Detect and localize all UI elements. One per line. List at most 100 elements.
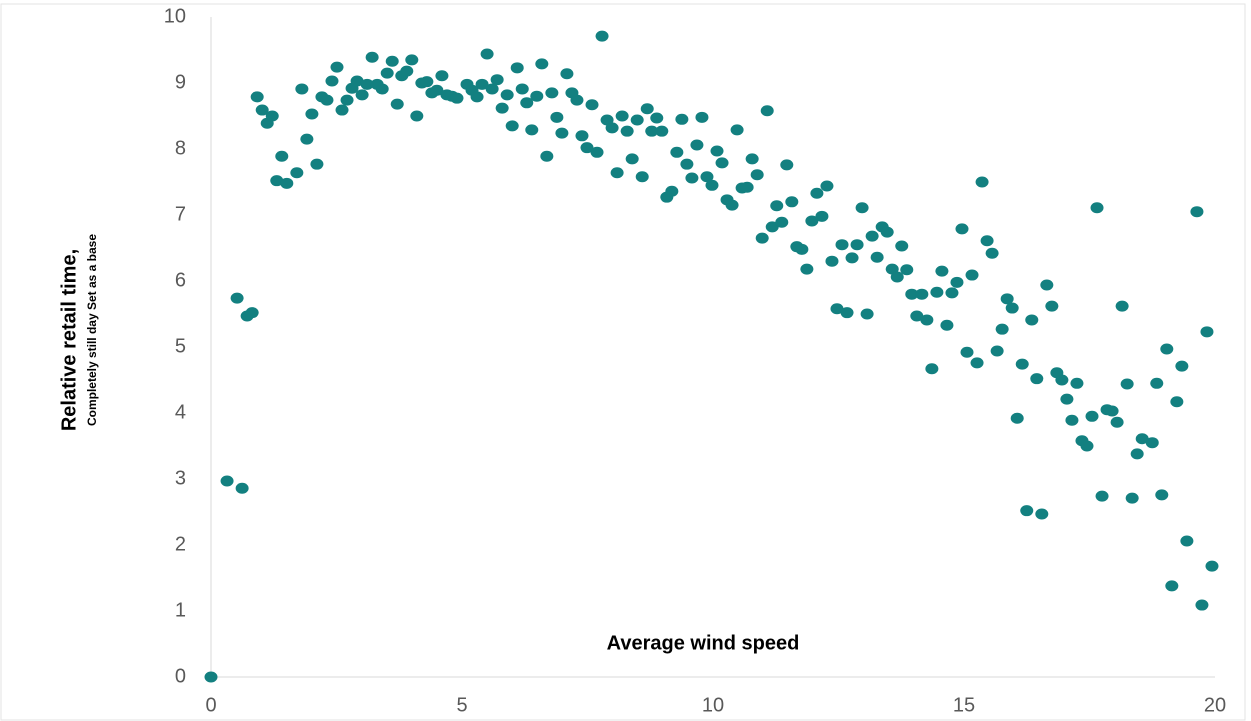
data-point <box>940 319 954 331</box>
data-point <box>1160 343 1174 355</box>
data-point <box>935 265 949 277</box>
data-point <box>880 226 894 238</box>
data-point <box>1000 293 1014 305</box>
data-point <box>675 113 689 125</box>
data-point <box>1045 300 1059 312</box>
data-point <box>550 111 564 123</box>
data-point <box>715 157 729 169</box>
data-point <box>1110 416 1124 428</box>
data-point <box>810 187 824 199</box>
data-point <box>305 108 319 120</box>
data-point <box>855 202 869 214</box>
data-point <box>435 70 449 82</box>
y-axis-sublabel: Completely still day Set as a base <box>85 234 99 426</box>
data-point <box>680 158 694 170</box>
data-point <box>1080 440 1094 452</box>
data-point <box>1095 490 1109 502</box>
data-point <box>525 124 539 136</box>
data-point <box>645 125 659 137</box>
data-point <box>770 200 784 212</box>
data-point <box>980 235 994 247</box>
data-point <box>450 92 464 104</box>
data-point <box>255 104 269 116</box>
data-point <box>1115 300 1129 312</box>
data-point <box>890 271 904 283</box>
chart-frame <box>0 3 1246 721</box>
data-point <box>695 111 709 123</box>
data-point <box>495 102 509 114</box>
data-point <box>1150 377 1164 389</box>
data-point <box>830 303 844 315</box>
data-point <box>1125 492 1139 504</box>
data-point <box>500 89 514 101</box>
data-point <box>765 221 779 233</box>
data-point <box>615 110 629 122</box>
data-point <box>1065 414 1079 426</box>
data-point <box>245 307 259 319</box>
data-point <box>595 30 609 42</box>
y-tick-label: 10 <box>164 5 186 27</box>
data-point <box>290 167 304 179</box>
data-point <box>540 150 554 162</box>
data-point <box>1030 373 1044 385</box>
data-point <box>925 363 939 375</box>
data-point <box>1055 374 1069 386</box>
data-point <box>1145 437 1159 449</box>
y-tick-label: 6 <box>175 269 186 291</box>
data-point <box>755 232 769 244</box>
y-tick-label: 2 <box>175 533 186 555</box>
data-point <box>725 199 739 211</box>
y-tick-label: 8 <box>175 137 186 159</box>
data-point <box>965 269 979 281</box>
data-point <box>350 75 364 87</box>
data-point <box>375 83 389 95</box>
data-point <box>250 91 264 103</box>
data-point <box>865 230 879 242</box>
data-point <box>405 54 419 66</box>
data-point <box>705 179 719 191</box>
data-point <box>685 172 699 184</box>
data-point <box>575 130 589 142</box>
data-point <box>1135 433 1149 445</box>
data-point <box>670 146 684 158</box>
data-point <box>840 307 854 319</box>
data-point <box>990 345 1004 357</box>
data-point <box>330 61 344 73</box>
data-point <box>605 122 619 134</box>
x-tick-label: 15 <box>953 694 975 716</box>
data-point <box>805 215 819 227</box>
data-point <box>1090 202 1104 214</box>
data-point <box>1085 410 1099 422</box>
data-point <box>1005 302 1019 314</box>
data-point <box>920 314 934 326</box>
data-point <box>665 185 679 197</box>
data-point <box>975 176 989 188</box>
y-tick-label: 3 <box>175 467 186 489</box>
data-point <box>235 482 249 494</box>
data-point <box>900 264 914 276</box>
data-point <box>230 292 244 304</box>
data-point <box>870 251 884 263</box>
data-point <box>1120 378 1134 390</box>
data-point <box>1040 279 1054 291</box>
data-point <box>860 308 874 320</box>
data-point <box>555 127 569 139</box>
data-point <box>730 124 744 136</box>
data-point <box>485 83 499 95</box>
data-point <box>620 125 634 137</box>
y-tick-label: 7 <box>175 203 186 225</box>
y-axis-label: Relative retail time, <box>58 249 80 431</box>
data-point <box>300 133 314 145</box>
data-point <box>760 105 774 117</box>
data-point <box>570 94 584 106</box>
data-point <box>410 110 424 122</box>
data-point <box>520 97 534 109</box>
data-point <box>910 310 924 322</box>
data-point <box>985 247 999 259</box>
data-point <box>800 263 814 275</box>
data-point <box>510 62 524 74</box>
data-point <box>1035 508 1049 520</box>
data-point <box>795 243 809 255</box>
data-point <box>740 181 754 193</box>
y-tick-label: 4 <box>175 401 186 423</box>
